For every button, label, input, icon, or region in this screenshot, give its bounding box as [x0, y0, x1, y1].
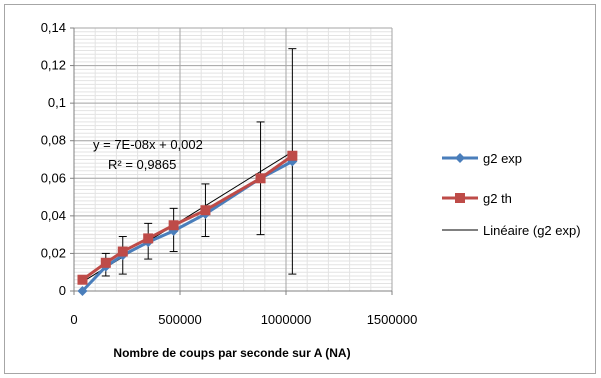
- y-tick-label: 0,02: [41, 245, 66, 260]
- y-tick-label: 0,12: [41, 58, 66, 73]
- point-g2-th: [100, 257, 111, 268]
- point-g2-th: [255, 173, 266, 184]
- x-tick-label: 1000000: [261, 312, 312, 327]
- y-tick-label: 0,1: [48, 95, 66, 110]
- x-axis-label: Nombre de coups par seconde sur A (NA): [113, 346, 350, 360]
- point-g2-th: [143, 233, 154, 244]
- point-g2-th: [117, 246, 128, 257]
- trendline-r-squared: R² = 0,9865: [108, 157, 176, 172]
- x-tick-label: 1500000: [367, 312, 418, 327]
- y-tick-label: 0,04: [41, 208, 66, 223]
- y-tick-label: 0,14: [41, 20, 66, 35]
- trendline-equation: y = 7E-08x + 0,002: [93, 137, 203, 152]
- point-g2-th: [200, 205, 211, 216]
- y-tick-label: 0: [59, 283, 66, 298]
- x-tick-label: 0: [70, 312, 77, 327]
- y-tick-labels: 0 0,02 0,04 0,06 0,08 0,1 0,12 0,14: [41, 20, 66, 298]
- point-g2-exp: [77, 286, 88, 296]
- y-tick-label: 0,08: [41, 133, 66, 148]
- axes: [70, 27, 393, 295]
- x-tick-label: 500000: [158, 312, 201, 327]
- point-g2-th: [287, 150, 298, 161]
- legend-marker-g2-th: [455, 193, 465, 203]
- legend-marker-g2-exp: [455, 153, 465, 163]
- legend: g2 exp g2 th Linéaire (g2 exp): [442, 151, 581, 238]
- y-tick-label: 0,06: [41, 170, 66, 185]
- point-g2-th: [77, 274, 88, 285]
- x-tick-labels: 0 500000 1000000 1500000: [70, 312, 417, 327]
- point-g2-th: [168, 220, 179, 231]
- grid: [73, 27, 393, 292]
- legend-label-trendline: Linéaire (g2 exp): [483, 223, 581, 238]
- legend-label-g2-th: g2 th: [483, 191, 512, 206]
- legend-label-g2-exp: g2 exp: [483, 151, 522, 166]
- series-layer: [77, 150, 298, 296]
